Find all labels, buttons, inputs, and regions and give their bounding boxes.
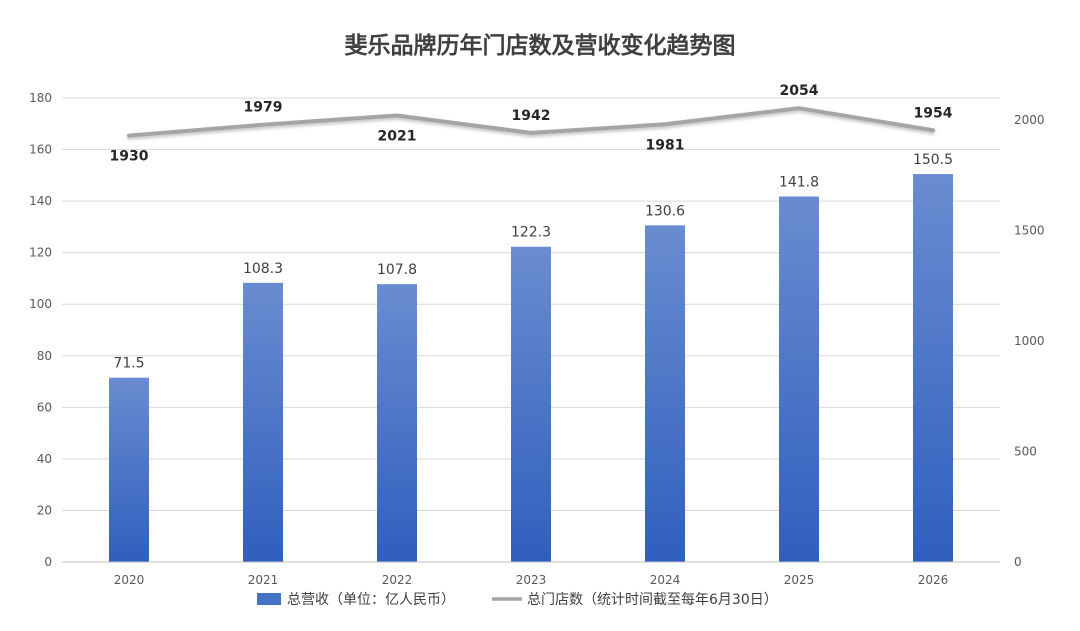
x-tick-label: 2022	[382, 573, 413, 587]
line-value-label: 1981	[646, 137, 685, 153]
bar-value-label: 71.5	[113, 356, 144, 372]
y-left-tick-label: 160	[29, 143, 52, 157]
line-value-label: 2021	[378, 128, 417, 144]
axes: 0 20 40 60 80 100 120 140 160 180 0 500 1000 1500 2000…	[29, 91, 1044, 587]
data-labels: 71.5 108.3 107.8 122.3 130.6 141.8 150.5 1930 19…	[110, 83, 954, 372]
bar-value-label: 150.5	[913, 152, 953, 168]
line-value-label: 1930	[110, 149, 149, 165]
y-left-tick-label: 40	[37, 452, 52, 466]
bar-value-label: 130.6	[645, 203, 685, 219]
bar-value-label: 108.3	[243, 261, 283, 277]
bar-value-label: 107.8	[377, 262, 417, 278]
y-left-tick-label: 60	[37, 400, 52, 414]
line-value-label: 1979	[244, 100, 283, 116]
y-right-tick-label: 1000	[1014, 334, 1045, 348]
y-left-tick-label: 100	[29, 297, 52, 311]
y-right-tick-label: 500	[1014, 445, 1037, 459]
bar	[243, 282, 283, 562]
x-tick-label: 2026	[918, 573, 949, 587]
bar	[511, 246, 551, 562]
bar-value-label: 141.8	[779, 174, 819, 190]
x-tick-label: 2025	[784, 573, 815, 587]
line-value-label: 2054	[780, 83, 819, 99]
y-left-tick-label: 140	[29, 194, 52, 208]
legend-label-revenue: 总营收（单位：亿人民币）	[287, 592, 455, 608]
y-right-tick-label: 2000	[1014, 113, 1045, 127]
line-value-label: 1942	[512, 108, 551, 124]
y-left-tick-label: 180	[29, 91, 52, 105]
bar	[109, 377, 149, 562]
store-count-line	[127, 106, 935, 138]
bar	[779, 196, 819, 562]
y-left-tick-label: 0	[44, 555, 52, 569]
x-tick-label: 2024	[650, 573, 681, 587]
y-left-tick-label: 120	[29, 246, 52, 260]
y-left-tick-label: 20	[37, 503, 52, 517]
legend: 总营收（单位：亿人民币） 总门店数（统计时间截至每年6月30日）	[257, 592, 778, 608]
x-tick-label: 2021	[248, 573, 279, 587]
bar	[377, 284, 417, 562]
legend-swatch-revenue	[257, 593, 281, 605]
y-right-tick-label: 1500	[1014, 224, 1045, 238]
x-tick-label: 2020	[114, 573, 145, 587]
legend-label-stores: 总门店数（统计时间截至每年6月30日）	[527, 592, 778, 608]
bar	[913, 174, 953, 563]
y-right-tick-label: 0	[1014, 555, 1022, 569]
bar-series	[109, 174, 953, 563]
line-value-label: 1954	[914, 105, 953, 121]
y-left-tick-label: 80	[37, 349, 52, 363]
x-tick-label: 2023	[516, 573, 547, 587]
line-series	[127, 106, 935, 138]
chart-title: 斐乐品牌历年门店数及营收变化趋势图	[345, 32, 736, 59]
bar	[645, 225, 685, 562]
bar-value-label: 122.3	[511, 225, 551, 241]
